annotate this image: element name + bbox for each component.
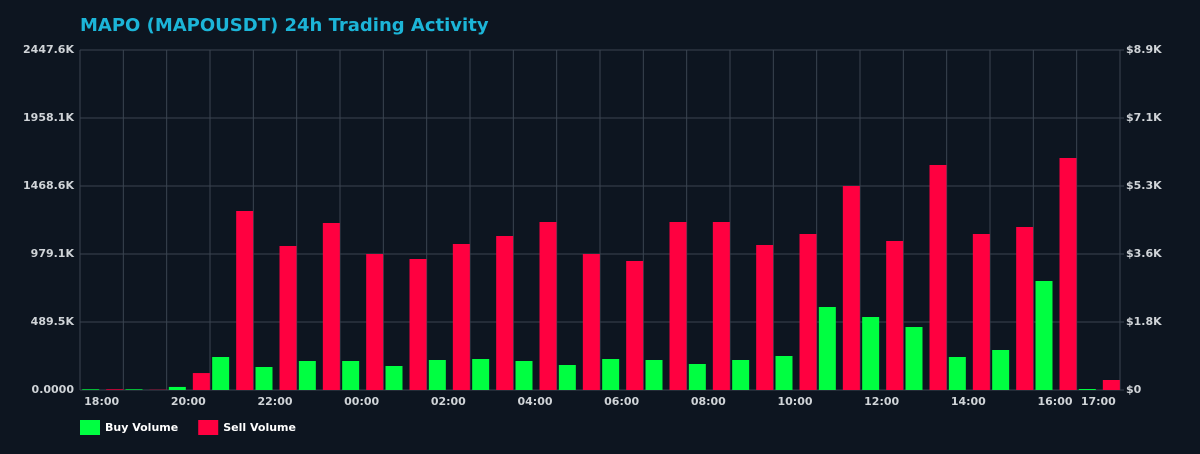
bar bbox=[602, 359, 619, 390]
bar bbox=[386, 366, 403, 390]
chart-title: MAPO (MAPOUSDT) 24h Trading Activity bbox=[80, 15, 489, 36]
bar bbox=[776, 356, 793, 390]
bar bbox=[1060, 158, 1077, 390]
bar bbox=[800, 234, 817, 390]
bar bbox=[106, 389, 123, 390]
bar bbox=[819, 307, 836, 390]
bar bbox=[689, 364, 706, 390]
bar bbox=[82, 389, 99, 390]
bar bbox=[732, 360, 749, 390]
y2-tick-label: $5.3K bbox=[1126, 179, 1162, 192]
bar bbox=[516, 361, 533, 390]
bar bbox=[646, 360, 663, 390]
bar bbox=[236, 211, 253, 390]
y-tick-label: 2447.6K bbox=[23, 43, 74, 56]
bar bbox=[626, 261, 643, 390]
bar bbox=[559, 365, 576, 390]
bar bbox=[756, 245, 773, 390]
bar bbox=[193, 373, 210, 390]
y2-tick-label: $7.1K bbox=[1126, 111, 1162, 124]
legend-label: Sell Volume bbox=[223, 421, 296, 434]
bar bbox=[1036, 281, 1053, 390]
bar bbox=[906, 327, 923, 390]
y2-tick-label: $3.6K bbox=[1126, 247, 1162, 260]
bar bbox=[410, 259, 427, 390]
bar bbox=[496, 236, 513, 390]
x-tick-label: 06:00 bbox=[604, 395, 639, 408]
bar bbox=[342, 361, 359, 390]
y2-tick-label: $0 bbox=[1126, 383, 1142, 396]
bar bbox=[366, 254, 383, 390]
x-tick-label: 00:00 bbox=[344, 395, 379, 408]
y2-tick-label: $1.8K bbox=[1126, 315, 1162, 328]
bar bbox=[540, 222, 557, 390]
bar bbox=[583, 254, 600, 390]
x-tick-label: 16:00 bbox=[1037, 395, 1072, 408]
y2-tick-label: $8.9K bbox=[1126, 43, 1162, 56]
bar bbox=[992, 350, 1009, 390]
x-tick-label: 18:00 bbox=[84, 395, 119, 408]
bar bbox=[1079, 389, 1096, 390]
bar bbox=[169, 387, 186, 390]
bar bbox=[1103, 380, 1120, 390]
legend-label: Buy Volume bbox=[105, 421, 178, 434]
x-tick-label: 17:00 bbox=[1081, 395, 1116, 408]
x-tick-label: 02:00 bbox=[431, 395, 466, 408]
bar bbox=[973, 234, 990, 390]
y-tick-label: 979.1K bbox=[31, 247, 75, 260]
bar bbox=[126, 389, 143, 390]
bar bbox=[1016, 227, 1033, 390]
bar bbox=[886, 241, 903, 390]
bar bbox=[930, 165, 947, 390]
y-tick-label: 1958.1K bbox=[23, 111, 74, 124]
x-tick-label: 14:00 bbox=[951, 395, 986, 408]
x-tick-label: 22:00 bbox=[257, 395, 292, 408]
legend-swatch bbox=[80, 420, 100, 435]
bar bbox=[256, 367, 273, 390]
x-tick-label: 08:00 bbox=[691, 395, 726, 408]
y-tick-label: 0.0000 bbox=[32, 383, 75, 396]
bar bbox=[670, 222, 687, 390]
bar bbox=[472, 359, 489, 390]
bar bbox=[280, 246, 297, 390]
x-tick-label: 20:00 bbox=[171, 395, 206, 408]
bar bbox=[429, 360, 446, 390]
bar bbox=[843, 186, 860, 390]
legend-swatch bbox=[198, 420, 218, 435]
x-tick-label: 10:00 bbox=[777, 395, 812, 408]
y-tick-label: 489.5K bbox=[31, 315, 75, 328]
x-tick-label: 04:00 bbox=[517, 395, 552, 408]
bar bbox=[453, 244, 470, 390]
x-tick-label: 12:00 bbox=[864, 395, 899, 408]
y-tick-label: 1468.6K bbox=[23, 179, 74, 192]
bar bbox=[323, 223, 340, 390]
bar bbox=[713, 222, 730, 390]
bar bbox=[212, 357, 229, 390]
bar bbox=[949, 357, 966, 390]
bar bbox=[862, 317, 879, 390]
bar bbox=[299, 361, 316, 390]
